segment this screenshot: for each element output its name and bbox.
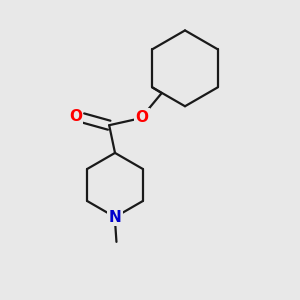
Text: O: O xyxy=(135,110,148,124)
Text: O: O xyxy=(69,109,82,124)
Text: N: N xyxy=(109,210,122,225)
